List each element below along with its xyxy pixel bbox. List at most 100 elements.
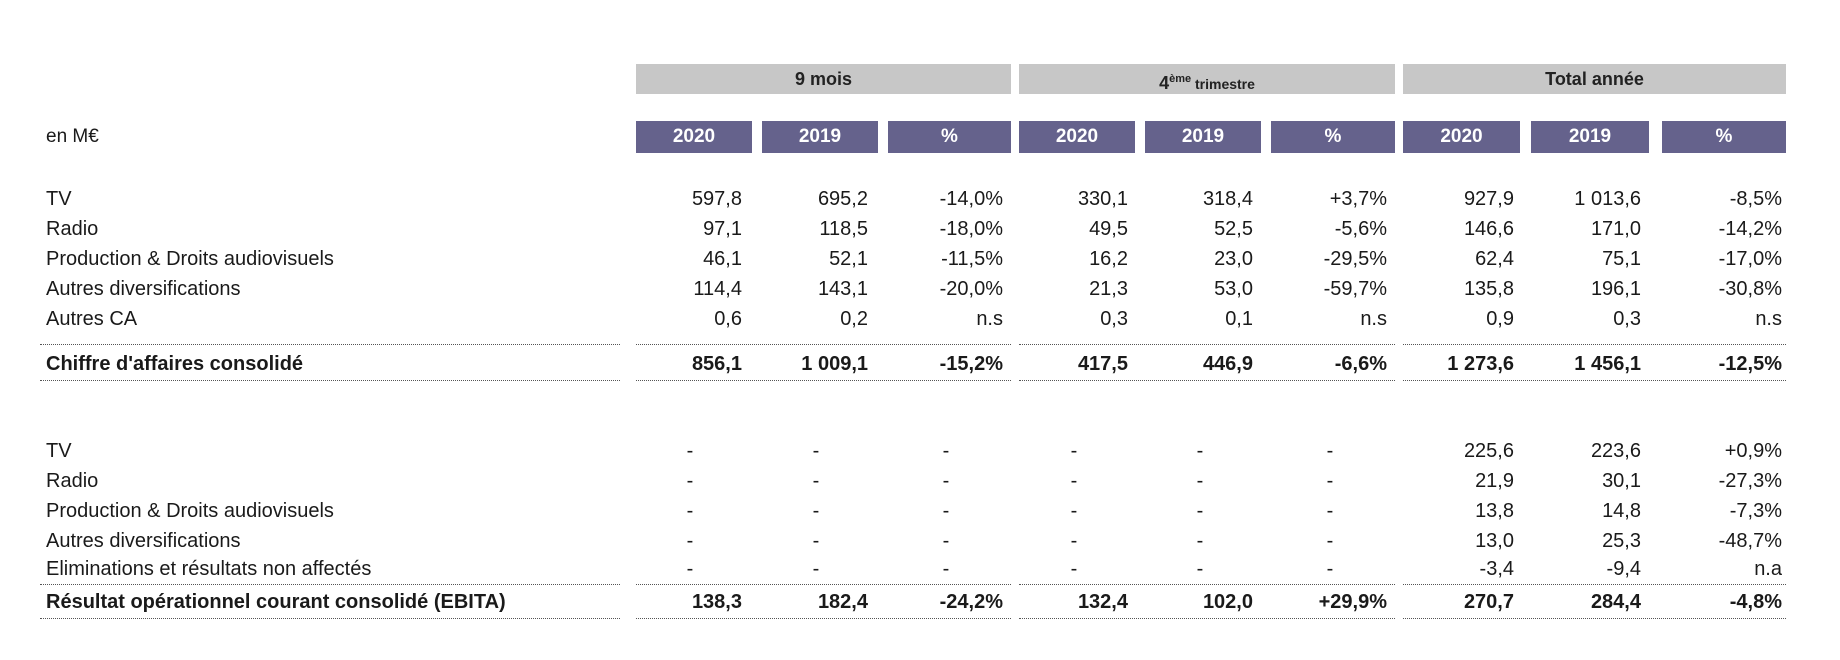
total-separator <box>1019 618 1395 619</box>
table-cell: - <box>1070 500 1078 522</box>
group-header-4eme-trimestre: 4ème trimestre <box>1019 64 1395 94</box>
table-cell: -7,3% <box>1729 500 1782 522</box>
table-cell: -18,0% <box>939 218 1003 240</box>
table-cell: -30,8% <box>1718 278 1782 300</box>
table-cell: - <box>1070 558 1078 580</box>
table-cell: 16,2 <box>1089 248 1128 270</box>
row-label: Autres diversifications <box>46 530 241 552</box>
table-cell: -14,0% <box>939 188 1003 210</box>
unit-label: en M€ <box>46 126 99 147</box>
table-cell: 21,3 <box>1089 278 1128 300</box>
table-cell: 597,8 <box>691 188 742 210</box>
table-cell: -9,4 <box>1606 558 1641 580</box>
row-label: Production & Droits audiovisuels <box>46 248 334 270</box>
table-cell: - <box>686 558 694 580</box>
table-cell: n.s <box>1755 308 1782 330</box>
table-cell: 318,4 <box>1202 188 1253 210</box>
total-cell: 856,1 <box>691 353 742 375</box>
total-row-label: Résultat opérationnel courant consolidé … <box>46 591 506 613</box>
table-cell: 52,5 <box>1214 218 1253 240</box>
total-separator <box>1403 380 1786 381</box>
row-label: Radio <box>46 470 99 492</box>
row-label: Eliminations et résultats non affectés <box>46 558 372 580</box>
table-cell: - <box>1326 558 1334 580</box>
total-separator <box>40 344 620 345</box>
table-cell: -29,5% <box>1323 248 1387 270</box>
table-cell: 114,4 <box>693 278 742 300</box>
table-cell: - <box>686 500 694 522</box>
table-cell: -27,3% <box>1718 470 1782 492</box>
total-separator <box>40 618 620 619</box>
table-cell: - <box>686 530 694 552</box>
table-cell: 223,6 <box>1590 440 1641 462</box>
table-cell: - <box>942 440 950 462</box>
table-cell: 49,5 <box>1089 218 1128 240</box>
table-cell: 0,3 <box>1613 308 1641 330</box>
table-cell: - <box>1326 470 1334 492</box>
col-header-9m-2020: 2020 <box>636 121 752 153</box>
total-cell: 1 009,1 <box>801 353 868 375</box>
table-cell: - <box>1196 440 1204 462</box>
col-header-9m-pct: % <box>888 121 1011 153</box>
total-separator <box>1403 344 1786 345</box>
table-cell: - <box>1070 440 1078 462</box>
total-cell: 284,4 <box>1590 591 1641 613</box>
total-cell: -6,6% <box>1334 353 1387 375</box>
total-cell: -4,8% <box>1729 591 1782 613</box>
table-cell: 30,1 <box>1602 470 1641 492</box>
table-cell: 146,6 <box>1463 218 1514 240</box>
table-cell: - <box>1326 500 1334 522</box>
table-cell: -48,7% <box>1718 530 1782 552</box>
table-cell: -17,0% <box>1718 248 1782 270</box>
table-cell: -11,5% <box>941 248 1003 270</box>
table-cell: -20,0% <box>939 278 1003 300</box>
table-cell: -14,2% <box>1718 218 1782 240</box>
row-label: Autres CA <box>46 308 138 330</box>
table-cell: 52,1 <box>829 248 868 270</box>
table-cell: - <box>1196 530 1204 552</box>
total-separator <box>40 380 620 381</box>
table-cell: - <box>942 530 950 552</box>
col-header-q4-2019: 2019 <box>1145 121 1261 153</box>
table-cell: - <box>1326 530 1334 552</box>
total-cell: 446,9 <box>1202 353 1253 375</box>
table-cell: 695,2 <box>817 188 868 210</box>
col-header-9m-2019: 2019 <box>762 121 878 153</box>
total-row-label: Chiffre d'affaires consolidé <box>46 353 304 375</box>
total-separator <box>1019 380 1395 381</box>
table-cell: 143,1 <box>817 278 868 300</box>
table-cell: 1 013,6 <box>1574 188 1641 210</box>
table-cell: - <box>812 530 820 552</box>
table-cell: - <box>686 470 694 492</box>
table-cell: n.a <box>1754 558 1782 580</box>
table-cell: - <box>942 470 950 492</box>
total-cell: 182,4 <box>817 591 868 613</box>
table-cell: n.s <box>1360 308 1387 330</box>
total-separator <box>1019 584 1395 585</box>
group-header-label: 9 mois <box>794 69 853 89</box>
table-cell: 14,8 <box>1602 500 1641 522</box>
group-header-suffix: trimestre <box>1191 76 1255 92</box>
table-cell: - <box>812 500 820 522</box>
table-cell: - <box>1326 440 1334 462</box>
table-cell: - <box>1070 530 1078 552</box>
table-cell: 927,9 <box>1463 188 1514 210</box>
row-label: Autres diversifications <box>46 278 241 300</box>
total-cell: 138,3 <box>691 591 742 613</box>
row-label: TV <box>46 440 72 462</box>
total-separator <box>1403 618 1786 619</box>
table-cell: 0,1 <box>1225 308 1253 330</box>
table-cell: - <box>942 558 950 580</box>
total-cell: 1 456,1 <box>1574 353 1641 375</box>
col-header-q4-2020: 2020 <box>1019 121 1135 153</box>
table-cell: -5,6% <box>1334 218 1387 240</box>
total-cell: 102,0 <box>1202 591 1253 613</box>
row-label: Radio <box>46 218 99 240</box>
table-cell: 171,0 <box>1590 218 1641 240</box>
table-cell: - <box>812 470 820 492</box>
table-cell: - <box>1196 500 1204 522</box>
total-cell: 132,4 <box>1077 591 1128 613</box>
total-separator <box>636 618 1011 619</box>
total-separator <box>636 584 1011 585</box>
total-cell: -12,5% <box>1718 353 1782 375</box>
